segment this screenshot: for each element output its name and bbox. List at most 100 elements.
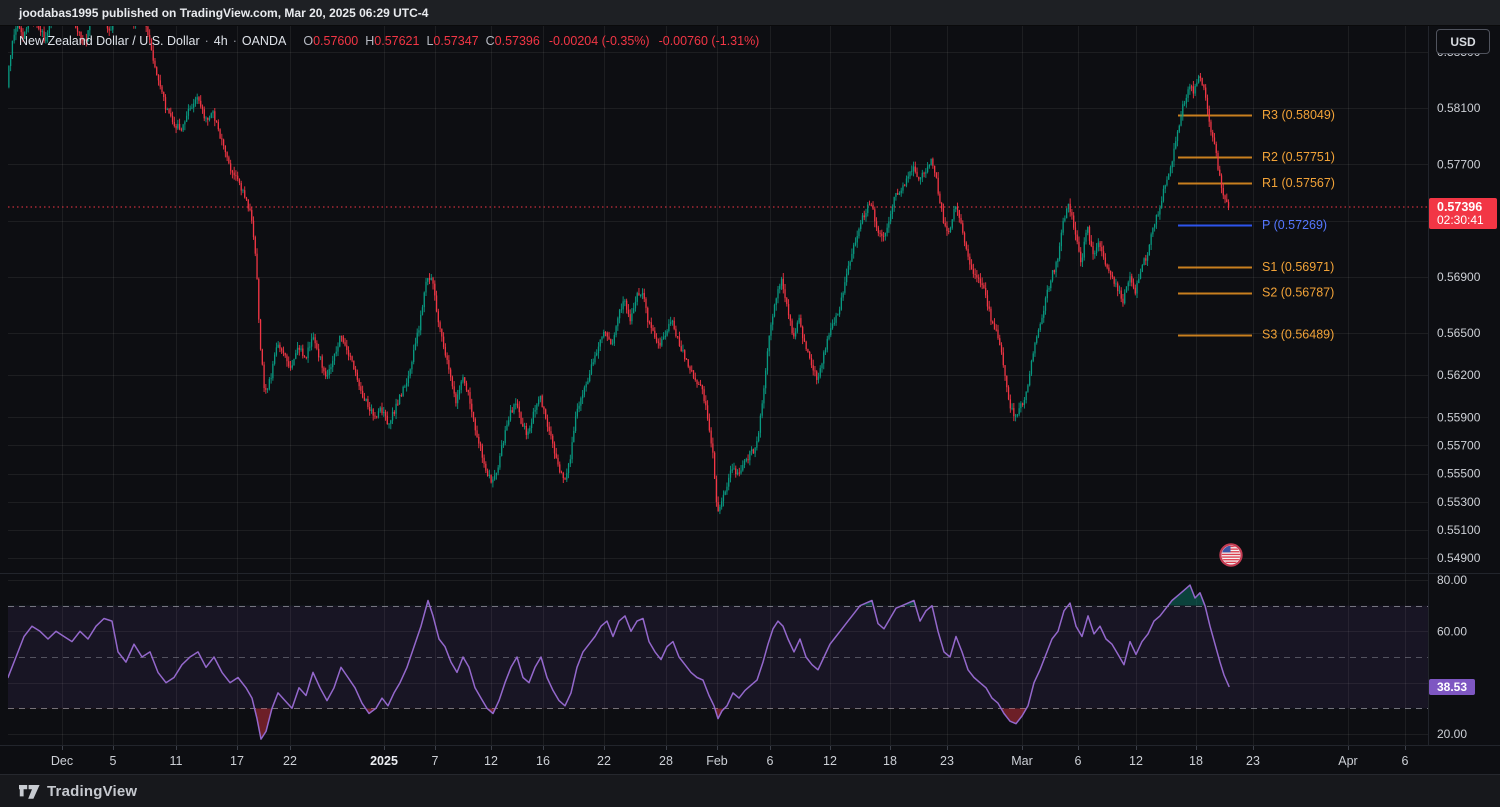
us-flag-event-icon[interactable] (1219, 543, 1243, 567)
candle-body (469, 392, 471, 404)
candle-body (24, 31, 26, 40)
candle-body (942, 208, 945, 224)
candle-body (1044, 298, 1047, 311)
candle-body (1138, 278, 1140, 284)
pivot-label-S3[interactable]: S3 (0.56489) (1262, 328, 1334, 342)
candle-body (907, 176, 909, 179)
time-tick-label: 6 (1075, 754, 1082, 768)
candle-body (339, 335, 341, 347)
symbol-name[interactable]: New Zealand Dollar / U.S. Dollar (19, 34, 200, 48)
candle-body (1220, 175, 1223, 189)
candle-body (1083, 241, 1085, 258)
candle-body (918, 176, 920, 180)
pivot-label-R1[interactable]: R1 (0.57567) (1262, 176, 1335, 190)
candle-body (675, 328, 677, 337)
candle-body (759, 415, 762, 433)
candle-body (303, 355, 306, 358)
candle-body (400, 395, 403, 397)
flag-stripe (1221, 556, 1241, 558)
candle-body (1101, 246, 1103, 252)
candle-body (1120, 290, 1122, 299)
candle-body (731, 469, 733, 471)
time-tick-label: 11 (170, 754, 183, 768)
candle-body (1222, 188, 1224, 196)
candle-body (208, 117, 211, 120)
candle-body (233, 172, 235, 176)
candle-body (770, 324, 772, 336)
candle-body (1048, 288, 1050, 290)
candle-body (865, 212, 867, 218)
candle-body (414, 343, 417, 350)
candle-body (1132, 282, 1135, 288)
candle-body (240, 182, 242, 191)
candle-body (722, 494, 725, 502)
candle-body (326, 375, 329, 377)
candle-body (1080, 251, 1082, 263)
candle-body (881, 233, 883, 236)
candle-body (259, 319, 262, 350)
candle-body (1090, 240, 1092, 247)
tradingview-logo[interactable]: TradingView (19, 783, 137, 800)
candle-body (1117, 283, 1119, 291)
candle-body (451, 377, 454, 387)
price-tick-label: 0.56900 (1437, 270, 1481, 284)
candle-body (376, 416, 378, 418)
interval-label[interactable]: 4h (213, 34, 228, 48)
pivot-label-S1[interactable]: S1 (0.56971) (1262, 260, 1334, 274)
candle-body (837, 314, 839, 316)
candle-body (444, 347, 447, 356)
candle-body (328, 369, 330, 376)
candle-body (571, 442, 573, 460)
candle-body (425, 281, 427, 293)
candle-body (958, 210, 960, 218)
candle-body (851, 253, 853, 262)
pivot-label-R2[interactable]: R2 (0.57751) (1262, 150, 1335, 164)
candle-body (11, 40, 14, 56)
time-axis[interactable]: Dec 5 11 17 22 2025 7 12 16 22 28 Feb 6 12 18 23 Mar 6 12 1… (51, 746, 1409, 768)
pivot-label-S2[interactable]: S2 (0.56787) (1262, 286, 1334, 300)
time-tick-label: 5 (110, 754, 117, 768)
candle-body (972, 269, 975, 274)
candle-body (353, 360, 355, 370)
candle-body (310, 339, 313, 347)
separator-dot: · (232, 34, 237, 48)
candle-body (1143, 258, 1145, 266)
candle-body (493, 475, 496, 480)
candle-body (875, 221, 878, 228)
candle-body (948, 231, 950, 232)
rsi-layer[interactable] (8, 584, 1428, 740)
candle-body (219, 129, 221, 139)
candle-body (766, 351, 769, 371)
candle-body (967, 248, 969, 257)
open-label: O (303, 34, 314, 48)
candle-body (988, 306, 990, 309)
close-value: 0.57396 (494, 34, 540, 48)
candle-body (853, 244, 855, 254)
candle-body (228, 157, 230, 164)
open-value: 0.57600 (313, 34, 359, 48)
candle-body (48, 26, 51, 34)
price-axis[interactable]: 0.585000.581000.577000.569000.565000.562… (1437, 45, 1481, 741)
candle-body (803, 338, 806, 342)
candle-body (1159, 207, 1161, 215)
candle-body (712, 443, 714, 453)
candle-body (854, 242, 857, 245)
candle-body (147, 26, 149, 36)
pivot-label-R3[interactable]: R3 (0.58049) (1262, 108, 1335, 122)
candle-body (703, 389, 705, 402)
candle-body (992, 321, 994, 324)
candle-body (281, 348, 283, 351)
candle-body (750, 449, 753, 452)
candle-body (316, 343, 318, 349)
candle-body (1050, 280, 1052, 289)
candle-body (449, 369, 452, 378)
candle-body (161, 86, 163, 93)
candle-body (543, 406, 545, 410)
candle-body (636, 293, 638, 302)
candles-layer[interactable] (8, 0, 1230, 515)
candle-body (1113, 277, 1115, 284)
candle-body (567, 463, 570, 474)
currency-toggle-button[interactable]: USD (1436, 29, 1490, 54)
pivot-label-P[interactable]: P (0.57269) (1262, 218, 1327, 232)
